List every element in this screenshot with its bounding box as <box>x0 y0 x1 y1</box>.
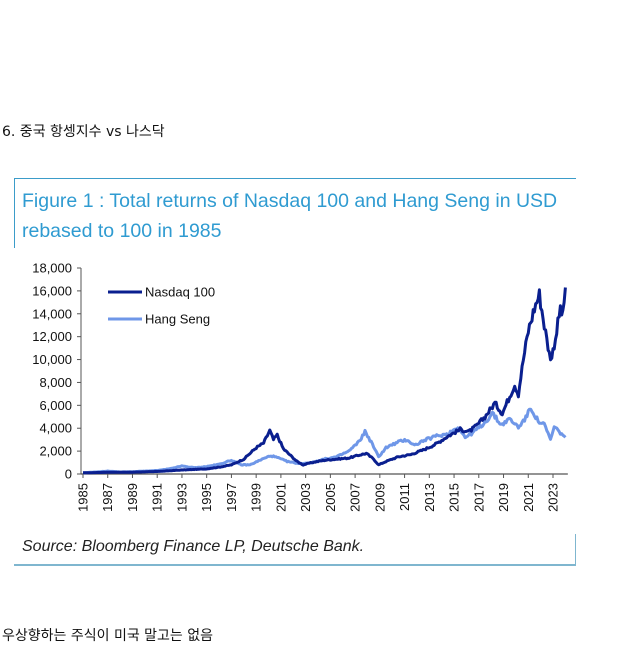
legend-label: Nasdaq 100 <box>145 285 215 300</box>
y-tick-label: 14,000 <box>32 306 72 321</box>
series-line-nasdaq-100 <box>82 287 567 475</box>
x-tick-label: 1987 <box>100 483 115 512</box>
y-tick-label: 10,000 <box>32 352 72 367</box>
series-line-hang-seng <box>82 407 567 475</box>
x-tick-label: 1999 <box>249 483 264 512</box>
y-tick-label: 6,000 <box>39 398 72 413</box>
y-tick-label: 16,000 <box>32 283 72 298</box>
x-tick-label: 2007 <box>348 483 363 512</box>
source-note: Source: Bloomberg Finance LP, Deutsche B… <box>22 538 365 555</box>
x-tick-label: 2019 <box>496 483 511 512</box>
x-tick-label: 2009 <box>372 483 387 512</box>
x-tick-label: 2005 <box>323 483 338 512</box>
x-tick-label: 2021 <box>521 483 536 512</box>
y-tick-label: 8,000 <box>39 375 72 390</box>
x-tick-label: 1991 <box>150 483 165 512</box>
legend: Nasdaq 100 Hang Seng <box>108 285 215 327</box>
y-axis: 0 2,000 4,000 6,000 8,000 10,000 12,000 14,000 1… <box>32 261 82 482</box>
y-tick-label: 18,000 <box>32 261 72 276</box>
x-tick-label: 2013 <box>422 483 437 512</box>
caption-text: 우상향하는 주식이 미국 말고는 없음 <box>2 628 213 644</box>
section-heading: 6. 중국 항셍지수 vs 나스닥 <box>2 124 165 140</box>
y-tick-label: 2,000 <box>39 444 72 459</box>
y-tick-label: 12,000 <box>32 329 72 344</box>
x-tick-label: 2011 <box>397 483 412 511</box>
series-layer <box>82 287 567 475</box>
source-frame-bottom <box>14 564 576 566</box>
figure-title: Figure 1 : Total returns of Nasdaq 100 a… <box>22 190 558 242</box>
x-tick-label: 2001 <box>273 483 288 512</box>
source-frame-right <box>575 534 576 564</box>
x-tick-label: 1997 <box>224 483 239 512</box>
x-axis: 1985 1987 1989 1991 1993 1995 1997 1999 2001 2003… <box>76 473 568 512</box>
x-tick-label: 1993 <box>174 483 189 512</box>
y-tick-label: 0 <box>65 467 72 482</box>
x-tick-label: 1995 <box>199 483 214 512</box>
legend-label: Hang Seng <box>145 312 210 327</box>
x-tick-label: 1985 <box>76 483 91 512</box>
figure-frame-top <box>14 178 576 179</box>
x-tick-label: 2023 <box>546 483 561 512</box>
line-chart: 0 2,000 4,000 6,000 8,000 10,000 12,000 14,000 1… <box>32 261 568 512</box>
x-tick-label: 1989 <box>125 483 140 512</box>
x-tick-label: 2003 <box>298 483 313 512</box>
figure-frame-left <box>14 178 15 248</box>
y-tick-label: 4,000 <box>39 421 72 436</box>
x-tick-label: 2017 <box>471 483 486 512</box>
x-tick-label: 2015 <box>447 483 462 512</box>
